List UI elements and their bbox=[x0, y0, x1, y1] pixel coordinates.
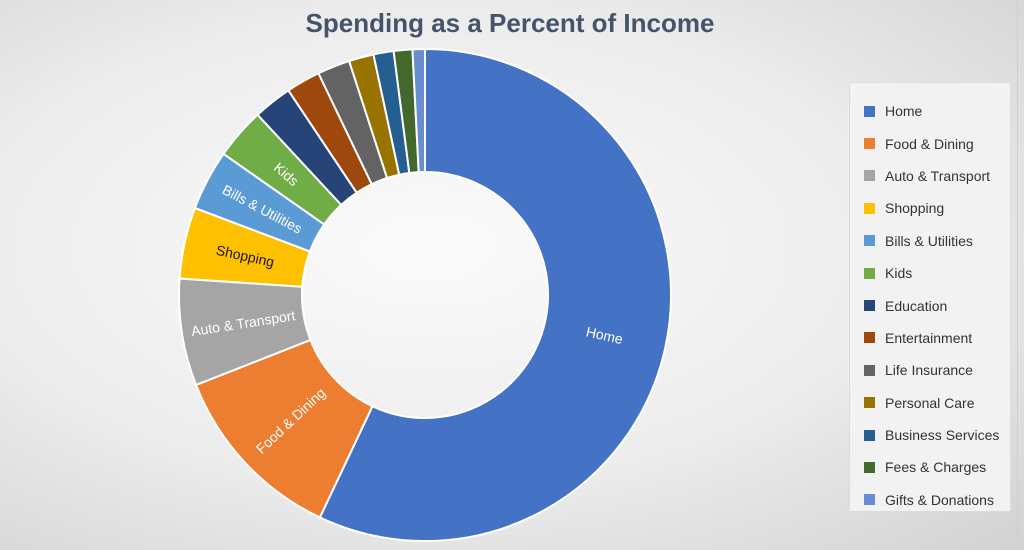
chart-title: Spending as a Percent of Income bbox=[305, 8, 715, 38]
legend-swatch bbox=[864, 300, 875, 312]
legend-label: Food & Dining bbox=[885, 135, 974, 152]
legend-label: Education bbox=[885, 297, 948, 314]
legend-swatch bbox=[864, 138, 875, 150]
legend-swatch bbox=[864, 202, 875, 214]
legend-item-education: Education bbox=[850, 289, 1010, 321]
legend-swatch bbox=[864, 332, 875, 344]
legend-label: Business Services bbox=[885, 427, 1000, 444]
slice-gifts-and-donations bbox=[411, 47, 426, 174]
legend-label: Bills & Utilities bbox=[885, 232, 973, 249]
legend-swatch bbox=[864, 397, 875, 409]
legend-item-bills-and-utilities: Bills & Utilities bbox=[850, 225, 1010, 257]
legend-label: Home bbox=[885, 103, 923, 120]
legend-item-auto-and-transport: Auto & Transport bbox=[850, 160, 1010, 192]
legend-item-fees-and-charges: Fees & Charges bbox=[850, 451, 1010, 483]
legend-swatch bbox=[864, 364, 875, 376]
slice-label-home: Home bbox=[585, 323, 625, 347]
legend-label: Gifts & Donations bbox=[885, 491, 994, 508]
legend-item-home: Home bbox=[850, 95, 1010, 127]
legend-item-business-services: Business Services bbox=[850, 419, 1010, 451]
legend-item-food-and-dining: Food & Dining bbox=[850, 127, 1010, 159]
legend-item-personal-care: Personal Care bbox=[850, 387, 1010, 419]
legend-swatch bbox=[864, 170, 875, 182]
legend-label: Life Insurance bbox=[885, 362, 973, 379]
legend-swatch bbox=[864, 461, 875, 473]
legend-label: Kids bbox=[885, 265, 913, 282]
legend-label: Auto & Transport bbox=[885, 167, 991, 184]
slice-home bbox=[318, 47, 672, 542]
legend-swatch bbox=[864, 235, 875, 247]
legend-swatch bbox=[864, 105, 875, 117]
legend-item-life-insurance: Life Insurance bbox=[850, 354, 1010, 386]
legend-item-gifts-and-donations: Gifts & Donations bbox=[850, 484, 1010, 516]
legend-item-shopping: Shopping bbox=[850, 192, 1010, 224]
legend-swatch bbox=[864, 494, 875, 506]
legend-label: Shopping bbox=[885, 200, 945, 217]
legend-label: Fees & Charges bbox=[885, 459, 987, 476]
legend-item-kids: Kids bbox=[850, 257, 1010, 289]
legend-swatch bbox=[864, 267, 875, 279]
legend-item-entertainment: Entertainment bbox=[850, 322, 1010, 354]
legend-label: Personal Care bbox=[885, 394, 975, 411]
legend-swatch bbox=[864, 429, 875, 441]
window-edge-divider bbox=[1017, 0, 1018, 550]
legend-label: Entertainment bbox=[885, 329, 973, 346]
chart-legend: Home Food & Dining Auto & Transport Shoppin… bbox=[849, 82, 1011, 512]
